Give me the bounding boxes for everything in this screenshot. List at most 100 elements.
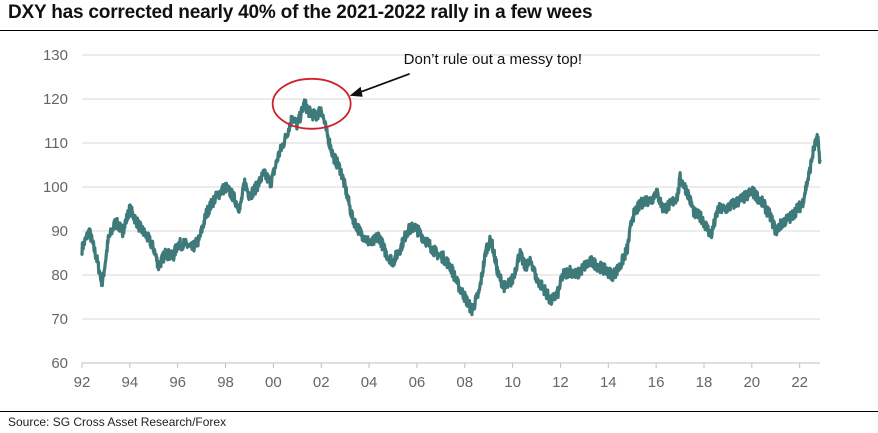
data-point: [597, 264, 601, 268]
data-point: [795, 207, 799, 211]
data-point: [807, 172, 811, 176]
data-point: [377, 234, 381, 237]
y-tick-label-120: 120: [43, 91, 68, 108]
data-point: [291, 115, 294, 118]
data-point: [542, 286, 546, 290]
data-point: [611, 273, 615, 277]
annotation-text: Don’t rule out a messy top!: [404, 51, 582, 68]
data-point: [523, 264, 526, 268]
x-axis-ticks: 92 94 96 98 00 02 04 06 08 10 12 14 16 18 20 22: [74, 363, 808, 391]
data-point: [398, 247, 402, 251]
x-tick-label-12: 12: [552, 374, 569, 391]
data-point: [157, 264, 160, 268]
x-tick-label-94: 94: [122, 374, 139, 391]
data-point: [338, 168, 342, 171]
data-point: [365, 238, 369, 242]
data-point: [496, 273, 500, 277]
data-point: [350, 216, 354, 220]
data-point: [649, 198, 653, 202]
data-point: [618, 264, 622, 268]
data-point: [243, 181, 247, 185]
y-tick-label-80: 80: [51, 267, 68, 284]
data-point: [762, 203, 766, 207]
data-point: [324, 128, 328, 132]
data-point: [434, 251, 438, 255]
data-point: [391, 260, 395, 264]
y-tick-label-100: 100: [43, 179, 68, 196]
data-point: [818, 159, 822, 163]
x-tick-label-02: 02: [313, 374, 330, 391]
data-point: [87, 229, 91, 233]
annotation-arrow-shaft: [355, 72, 410, 95]
data-point: [549, 300, 553, 303]
data-point: [575, 273, 579, 277]
data-point: [685, 190, 689, 193]
data-point: [303, 102, 306, 105]
data-point: [248, 194, 251, 198]
data-point: [709, 234, 713, 237]
data-point: [535, 278, 538, 281]
data-point: [769, 216, 773, 220]
x-tick-label-16: 16: [648, 374, 665, 391]
data-point: [788, 216, 792, 220]
data-point: [231, 194, 235, 198]
data-point: [331, 154, 335, 158]
data-point: [731, 203, 735, 207]
data-point: [319, 106, 323, 110]
gridlines: [82, 54, 820, 364]
data-point: [781, 220, 785, 224]
x-tick-label-14: 14: [600, 374, 617, 391]
data-point: [164, 251, 168, 255]
data-point: [661, 207, 665, 211]
data-point: [504, 286, 507, 290]
data-point: [604, 269, 608, 272]
series-line-dxy: [80, 98, 822, 317]
y-tick-label-60: 60: [51, 355, 68, 372]
data-point: [630, 216, 634, 220]
data-point: [568, 269, 572, 272]
data-point: [800, 203, 804, 207]
data-point: [283, 137, 287, 141]
data-point: [489, 238, 493, 242]
x-tick-label-04: 04: [361, 374, 378, 391]
x-tick-label-20: 20: [743, 374, 760, 391]
x-tick-label-10: 10: [504, 374, 521, 391]
data-point: [94, 256, 98, 259]
data-point: [676, 194, 680, 198]
data-point: [121, 229, 125, 233]
data-point: [484, 247, 488, 251]
data-point: [441, 256, 445, 259]
data-point: [358, 229, 361, 233]
annotation-arrow-head: [349, 86, 363, 97]
data-point: [693, 212, 696, 215]
data-point: [716, 207, 720, 211]
data-point: [511, 278, 514, 281]
data-point: [477, 291, 481, 294]
x-tick-label-22: 22: [791, 374, 808, 391]
y-tick-label-130: 130: [43, 47, 68, 64]
data-point: [590, 260, 593, 264]
x-tick-label-08: 08: [456, 374, 473, 391]
data-point: [370, 242, 373, 246]
data-point: [530, 260, 534, 264]
data-point: [812, 146, 816, 149]
data-point: [138, 225, 141, 229]
data-point: [176, 242, 180, 246]
x-tick-label-92: 92: [74, 374, 91, 391]
data-point: [152, 247, 156, 251]
y-tick-label-110: 110: [44, 135, 68, 152]
data-point: [750, 190, 754, 193]
data-point: [816, 137, 820, 141]
x-tick-label-96: 96: [169, 374, 186, 391]
x-tick-label-06: 06: [409, 374, 426, 391]
data-point: [561, 273, 565, 277]
annotation-group: Don’t rule out a messy top!: [271, 51, 582, 130]
data-point: [556, 291, 560, 294]
data-point: [738, 198, 742, 202]
data-point: [626, 247, 629, 251]
data-point: [100, 282, 104, 286]
data-point: [427, 242, 431, 246]
data-point: [420, 234, 424, 237]
data-point: [307, 110, 311, 114]
